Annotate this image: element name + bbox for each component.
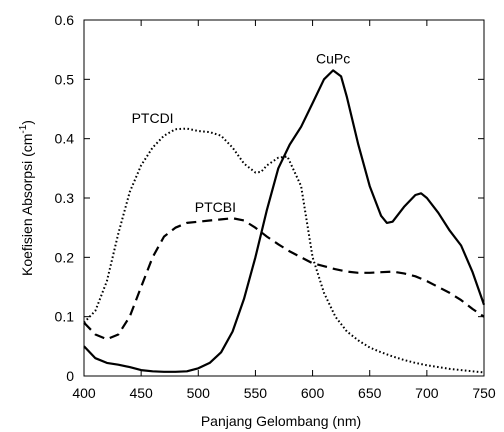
series-layer xyxy=(83,69,486,374)
y-tick-label: 0.5 xyxy=(55,71,75,87)
y-tick-label: 0.4 xyxy=(55,131,75,147)
y-axis-title-sup: -1 xyxy=(18,124,29,133)
series-ptcbi-line xyxy=(83,217,485,341)
x-tick-label: 700 xyxy=(415,385,439,401)
y-axis-title-close: ) xyxy=(19,120,35,125)
x-tick-label: 500 xyxy=(187,385,211,401)
x-axis-ticks: 400 450 500 550 600 650 700 750 xyxy=(72,20,496,401)
y-axis-title: Koefisien Absorpsi (cm-1) xyxy=(18,120,35,276)
x-axis-title: Panjang Gelombang (nm) xyxy=(201,413,361,429)
series-ptcbi-label: PTCBI xyxy=(195,199,236,215)
y-tick-label: 0.2 xyxy=(55,249,75,265)
series-cupc-line xyxy=(83,69,486,373)
series-label-layer: PTCDI PTCBI CuPc xyxy=(132,51,351,215)
plot-frame xyxy=(83,19,485,377)
y-axis-ticks: 0 0.1 0.2 0.3 0.4 0.5 0.6 xyxy=(55,12,484,384)
x-tick-label: 650 xyxy=(358,385,382,401)
y-axis-title-main: Koefisien Absorpsi (cm xyxy=(19,134,35,276)
y-tick-label: 0.1 xyxy=(55,309,75,325)
series-ptcdi-label: PTCDI xyxy=(132,110,174,126)
y-tick-label: 0.3 xyxy=(55,190,75,206)
y-tick-label: 0.6 xyxy=(55,12,75,28)
x-tick-label: 600 xyxy=(301,385,325,401)
x-tick-label: 400 xyxy=(72,385,96,401)
x-tick-label: 750 xyxy=(472,385,496,401)
x-tick-label: 450 xyxy=(129,385,153,401)
x-tick-label: 550 xyxy=(244,385,268,401)
series-ptcdi-line xyxy=(83,127,485,374)
series-cupc-label: CuPc xyxy=(316,51,350,67)
y-tick-label: 0 xyxy=(66,368,74,384)
